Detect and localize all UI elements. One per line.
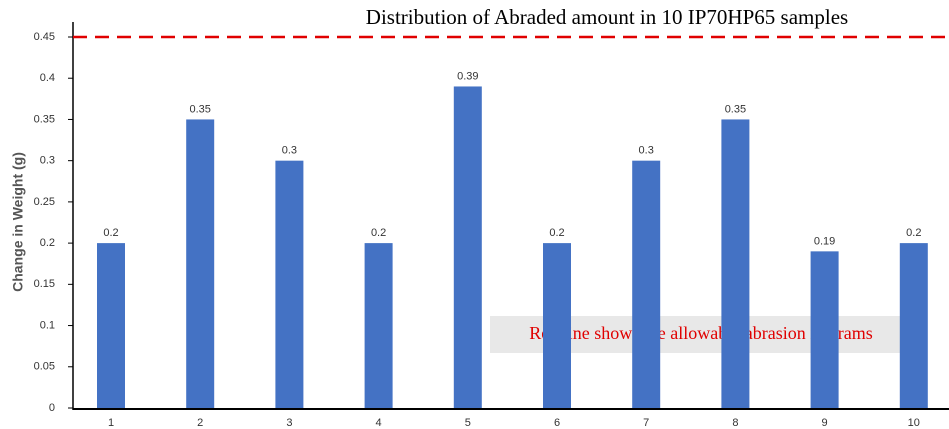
y-tick-label: 0.05 xyxy=(34,361,55,373)
bar xyxy=(810,251,839,408)
value-label: 0.2 xyxy=(103,227,118,239)
value-label: 0.2 xyxy=(549,227,564,239)
y-tick-label: 0.2 xyxy=(40,237,55,249)
x-tick-label: 3 xyxy=(286,417,292,429)
value-label: 0.19 xyxy=(814,235,835,247)
y-tick-label: 0.25 xyxy=(34,196,55,208)
bar xyxy=(543,243,571,408)
bar xyxy=(275,160,304,408)
x-tick-label: 7 xyxy=(643,417,649,429)
value-label: 0.2 xyxy=(906,227,921,239)
bar xyxy=(721,119,750,408)
x-tick-label: 2 xyxy=(197,417,203,429)
y-axis-label: Change in Weight (g) xyxy=(10,152,26,292)
bar xyxy=(632,160,661,408)
bar xyxy=(453,86,482,408)
y-tick-label: 0.4 xyxy=(40,72,55,84)
x-tick-label: 8 xyxy=(732,417,738,429)
x-tick-label: 5 xyxy=(465,417,471,429)
x-tick-label: 4 xyxy=(376,417,382,429)
x-tick-label: 10 xyxy=(908,417,920,429)
x-tick-label: 6 xyxy=(554,417,560,429)
value-label: 0.39 xyxy=(457,70,478,82)
bar xyxy=(186,119,215,408)
y-tick-label: 0.15 xyxy=(34,278,55,290)
chart-title: Distribution of Abraded amount in 10 IP7… xyxy=(366,5,848,29)
bar xyxy=(364,243,393,408)
y-tick-label: 0.35 xyxy=(34,113,55,125)
y-tick-label: 0.3 xyxy=(40,155,55,167)
value-label: 0.2 xyxy=(371,227,386,239)
annotation: Red line shows the allowable abrasion in… xyxy=(529,323,872,343)
value-label: 0.35 xyxy=(725,103,746,115)
x-tick-label: 9 xyxy=(822,417,828,429)
y-tick-label: 0.45 xyxy=(34,31,55,43)
bar xyxy=(899,243,928,408)
value-label: 0.3 xyxy=(282,145,297,157)
y-tick-label: 0 xyxy=(49,402,55,414)
value-label: 0.3 xyxy=(639,145,654,157)
bar xyxy=(97,243,125,408)
y-tick-label: 0.1 xyxy=(40,319,55,331)
value-label: 0.35 xyxy=(189,103,210,115)
x-tick-label: 1 xyxy=(108,417,114,429)
